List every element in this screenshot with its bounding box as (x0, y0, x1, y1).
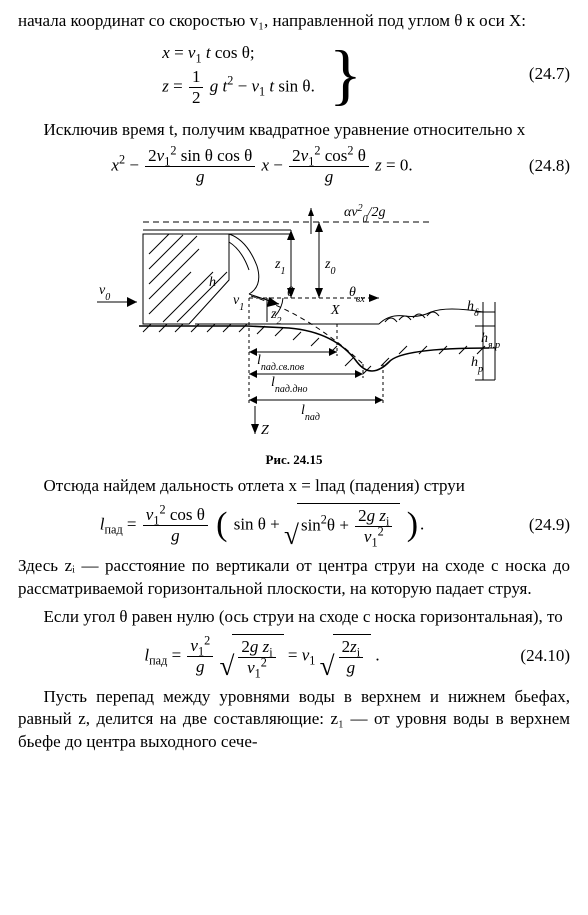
text: Пусть перепад между уровнями воды в верх… (18, 687, 570, 750)
equation-24-8: x2 − 2v12 sin θ cos θ g x − 2v12 cos2 θ … (18, 147, 570, 186)
label-v1: v1 (233, 293, 244, 313)
label-hdelta: hδ (467, 299, 479, 319)
eq-number: (24.10) (506, 645, 570, 667)
para-intro: начала координат со скоростью v₁, направ… (18, 10, 570, 32)
text: Отсюда найдем дальность отлета x = lпад … (44, 476, 465, 495)
label-alpha: αv20/2g (344, 202, 385, 224)
para-3: Отсюда найдем дальность отлета x = lпад … (18, 475, 570, 497)
eq-body: x = v1 t cos θ; z = 12 g t2 − v1 t sin θ… (18, 38, 506, 111)
eq-number: (24.8) (506, 155, 570, 177)
figure-svg: αv20/2g v0 h v1 (79, 194, 509, 444)
eq-number: (24.7) (506, 63, 570, 85)
label-hp: hр (471, 355, 483, 375)
eq-body: lпад = v12 g √ 2g zi v12 = v1 √ 2zi g (18, 634, 506, 679)
para-2: Исключив время t, получим квадратное ура… (18, 119, 570, 141)
para-5: Если угол θ равен нулю (ось струи на схо… (18, 606, 570, 628)
label-theta: θ (287, 285, 294, 300)
text: Здесь zᵢ — расстояние по вертикали от це… (18, 556, 570, 597)
para-6: Пусть перепад между уровнями воды в верх… (18, 686, 570, 752)
eq-number: (24.9) (506, 514, 570, 536)
label-l1: lпад.св.пов (257, 353, 305, 373)
equation-24-10: lпад = v12 g √ 2g zi v12 = v1 √ 2zi g (18, 634, 570, 679)
label-z0: z0 (324, 257, 335, 277)
label-l2: lпад.дно (271, 375, 307, 395)
equation-24-7: x = v1 t cos θ; z = 12 g t2 − v1 t sin θ… (18, 38, 570, 111)
equation-24-9: lпад = v12 cos θ g ( sin θ + √ sin2θ + 2… (18, 503, 570, 548)
label-z1: z1 (274, 257, 285, 277)
text: Исключив время t, получим квадратное ура… (44, 120, 526, 139)
text: начала координат со скоростью v₁, направ… (18, 11, 526, 30)
label-X: X (330, 303, 340, 318)
label-h: h (209, 275, 216, 290)
figure-24-15: αv20/2g v0 h v1 (18, 194, 570, 450)
figure-caption: Рис. 24.15 (18, 452, 570, 469)
eq-body: lпад = v12 cos θ g ( sin θ + √ sin2θ + 2… (18, 503, 506, 548)
eq-body: x2 − 2v12 sin θ cos θ g x − 2v12 cos2 θ … (18, 147, 506, 186)
label-l3: lпад (301, 403, 320, 423)
para-4: Здесь zᵢ — расстояние по вертикали от це… (18, 555, 570, 599)
label-v0: v0 (99, 283, 110, 303)
label-Z: Z (261, 423, 269, 438)
text: Если угол θ равен нулю (ось струи на схо… (44, 607, 563, 626)
label-thetabx: θвх (349, 285, 365, 305)
